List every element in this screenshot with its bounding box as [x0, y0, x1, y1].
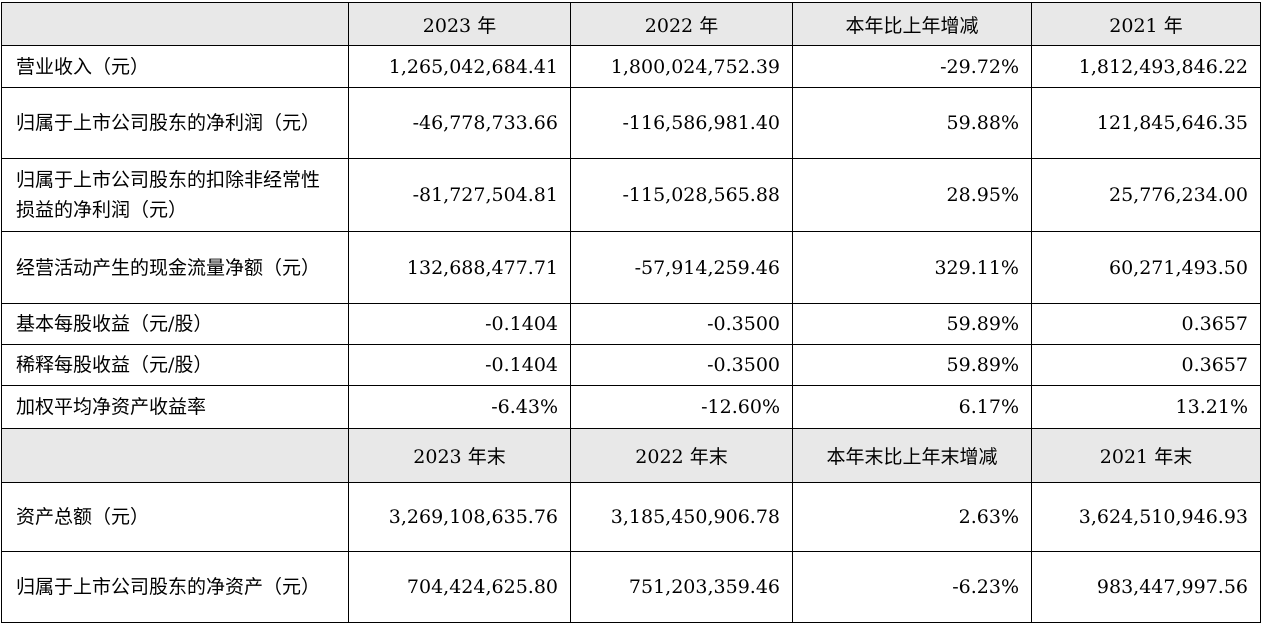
value-change: 28.95% — [792, 158, 1032, 232]
value-change: 59.89% — [792, 303, 1032, 345]
header-cell-2023: 2023 年 — [348, 2, 571, 46]
value-2023: -6.43% — [348, 385, 571, 429]
value-2022: -115,028,565.88 — [570, 158, 793, 232]
table-row: 稀释每股收益（元/股） -0.1404 -0.3500 59.89% 0.365… — [1, 344, 1261, 386]
value-2023: -81,727,504.81 — [348, 158, 571, 232]
table-row: 经营活动产生的现金流量净额（元） 132,688,477.71 -57,914,… — [1, 231, 1261, 304]
value-2022: -57,914,259.46 — [570, 231, 793, 304]
table-row: 加权平均净资产收益率 -6.43% -12.60% 6.17% 13.21% — [1, 385, 1261, 429]
row-label: 资产总额（元） — [1, 482, 349, 552]
value-change: 6.17% — [792, 385, 1032, 429]
value-change: 2.63% — [792, 482, 1032, 552]
value-change: -29.72% — [792, 45, 1032, 88]
table-row: 营业收入（元） 1,265,042,684.41 1,800,024,752.3… — [1, 45, 1261, 88]
value-2022: 3,185,450,906.78 — [570, 482, 793, 552]
value-change: 329.11% — [792, 231, 1032, 304]
value-2022: -0.3500 — [570, 344, 793, 386]
header-cell-2021-end: 2021 年末 — [1031, 428, 1261, 483]
row-label: 基本每股收益（元/股） — [1, 303, 349, 345]
value-2022: -12.60% — [570, 385, 793, 429]
header-cell-2023-end: 2023 年末 — [348, 428, 571, 483]
header-cell-label — [1, 428, 349, 483]
value-2021: 0.3657 — [1031, 303, 1261, 345]
value-2021: 121,845,646.35 — [1031, 87, 1261, 159]
value-2021: 25,776,234.00 — [1031, 158, 1261, 232]
value-2023: -46,778,733.66 — [348, 87, 571, 159]
row-label: 归属于上市公司股东的扣除非经常性损益的净利润（元） — [1, 158, 349, 232]
table-row: 归属于上市公司股东的净资产（元） 704,424,625.80 751,203,… — [1, 551, 1261, 623]
header-row-year-end: 2023 年末 2022 年末 本年末比上年末增减 2021 年末 — [1, 428, 1261, 483]
table-row: 基本每股收益（元/股） -0.1404 -0.3500 59.89% 0.365… — [1, 303, 1261, 345]
header-cell-2022: 2022 年 — [570, 2, 793, 46]
value-2022: -0.3500 — [570, 303, 793, 345]
header-cell-label — [1, 2, 349, 46]
row-label: 归属于上市公司股东的净利润（元） — [1, 87, 349, 159]
value-change: 59.88% — [792, 87, 1032, 159]
header-cell-change-end: 本年末比上年末增减 — [792, 428, 1032, 483]
row-label: 归属于上市公司股东的净资产（元） — [1, 551, 349, 623]
value-2021: 3,624,510,946.93 — [1031, 482, 1261, 552]
value-2021: 1,812,493,846.22 — [1031, 45, 1261, 88]
financial-summary-table: 2023 年 2022 年 本年比上年增减 2021 年 营业收入（元） 1,2… — [1, 2, 1261, 623]
row-label: 经营活动产生的现金流量净额（元） — [1, 231, 349, 304]
value-2023: 3,269,108,635.76 — [348, 482, 571, 552]
table-row: 归属于上市公司股东的扣除非经常性损益的净利润（元） -81,727,504.81… — [1, 158, 1261, 232]
value-2021: 0.3657 — [1031, 344, 1261, 386]
header-row: 2023 年 2022 年 本年比上年增减 2021 年 — [1, 2, 1261, 46]
value-2021: 983,447,997.56 — [1031, 551, 1261, 623]
value-change: -6.23% — [792, 551, 1032, 623]
value-2021: 13.21% — [1031, 385, 1261, 429]
header-cell-2021: 2021 年 — [1031, 2, 1261, 46]
row-label: 加权平均净资产收益率 — [1, 385, 349, 429]
value-2022: 1,800,024,752.39 — [570, 45, 793, 88]
table-row: 资产总额（元） 3,269,108,635.76 3,185,450,906.7… — [1, 482, 1261, 552]
table-row: 归属于上市公司股东的净利润（元） -46,778,733.66 -116,586… — [1, 87, 1261, 159]
value-2021: 60,271,493.50 — [1031, 231, 1261, 304]
value-2023: -0.1404 — [348, 303, 571, 345]
value-2022: 751,203,359.46 — [570, 551, 793, 623]
value-2023: 1,265,042,684.41 — [348, 45, 571, 88]
value-2023: 132,688,477.71 — [348, 231, 571, 304]
row-label: 营业收入（元） — [1, 45, 349, 88]
value-change: 59.89% — [792, 344, 1032, 386]
header-cell-2022-end: 2022 年末 — [570, 428, 793, 483]
value-2022: -116,586,981.40 — [570, 87, 793, 159]
value-2023: 704,424,625.80 — [348, 551, 571, 623]
header-cell-change: 本年比上年增减 — [792, 2, 1032, 46]
row-label: 稀释每股收益（元/股） — [1, 344, 349, 386]
value-2023: -0.1404 — [348, 344, 571, 386]
